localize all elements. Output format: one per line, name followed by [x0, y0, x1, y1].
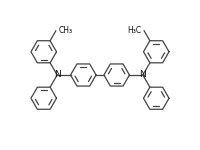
- Text: CH₃: CH₃: [59, 26, 73, 35]
- Text: N: N: [139, 70, 146, 80]
- Text: H₃C: H₃C: [127, 26, 141, 35]
- Text: N: N: [54, 70, 61, 80]
